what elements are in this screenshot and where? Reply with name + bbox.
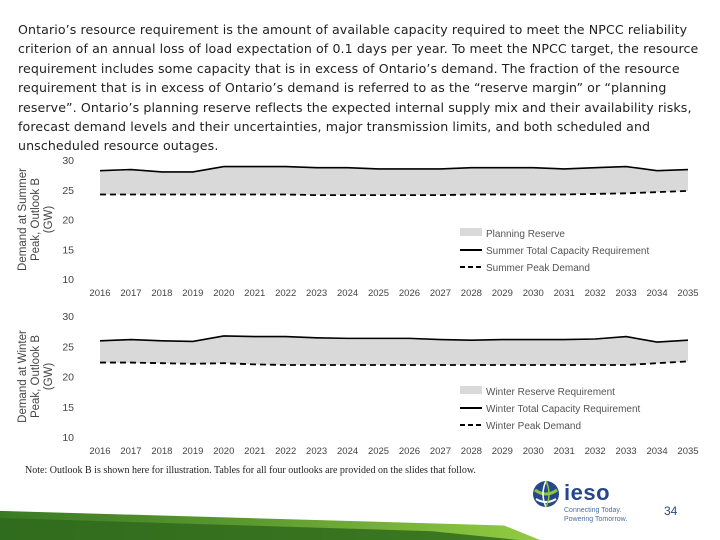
y-axis-title-line-1: Demand at Summer [17,168,29,271]
y-tick-label: 15 [62,244,74,256]
y-axis-title-line-2: Peak, Outlook B [30,335,42,418]
x-tick-label: 2023 [306,288,327,299]
x-tick-label: 2017 [120,446,141,455]
reserve-band-area [100,166,688,196]
chart-legend: Winter Reserve Requirement Winter Total C… [460,386,641,432]
y-tick-label: 10 [62,274,74,286]
x-tick-label: 2018 [151,288,172,299]
y-tick-label: 10 [62,432,74,444]
x-tick-label: 2023 [306,446,327,455]
y-tick-label: 15 [62,402,74,414]
reserve-band-area [100,335,688,366]
y-axis-title-line-3: (GW) [43,363,55,391]
legend-label: Winter Total Capacity Requirement [486,404,641,415]
x-tick-label: 2033 [616,288,637,299]
total-capacity-line [99,165,689,173]
x-tick-label: 2028 [461,288,482,299]
x-tick-label: 2031 [554,446,575,455]
x-tick-label: 2016 [89,446,110,455]
legend-swatch-band [460,228,482,236]
total-capacity-line [99,335,689,343]
peak-demand-line [100,360,689,366]
y-tick-label: 25 [62,185,74,197]
y-axis-title-line-2: Peak, Outlook B [30,178,42,261]
legend-label: Planning Reserve [486,229,565,240]
logo-tagline-1: Connecting Today. [564,507,622,514]
x-tick-label: 2021 [244,446,265,455]
x-tick-label: 2024 [337,446,358,455]
logo-tagline-2: Powering Tomorrow. [564,516,628,523]
legend-swatch-band [460,386,482,394]
y-tick-label: 20 [62,372,74,384]
x-tick-label: 2019 [182,446,203,455]
summer-demand-chart: Demand at Summer Peak, Outlook B (GW) 10 15 2… [17,155,699,299]
x-tick-label: 2026 [399,446,420,455]
x-tick-label: 2034 [646,288,667,299]
chart-legend: Planning Reserve Summer Total Capacity Re… [460,228,649,274]
x-tick-label: 2035 [677,288,698,299]
x-tick-label: 2032 [585,288,606,299]
y-axis-title-line-1: Demand at Winter [17,330,29,423]
x-tick-label: 2020 [213,288,234,299]
x-tick-label: 2035 [677,446,698,455]
x-tick-label: 2025 [368,446,389,455]
x-tick-label: 2022 [275,446,296,455]
peak-demand-line [100,190,689,197]
legend-label: Summer Total Capacity Requirement [486,246,649,257]
y-tick-label: 30 [62,155,74,167]
x-tick-label: 2028 [461,446,482,455]
x-tick-label: 2034 [646,446,667,455]
y-axis-title-line-3: (GW) [43,206,55,234]
x-tick-label: 2026 [399,288,420,299]
ieso-logo: ieso Connecting Today. Powering Tomorrow… [530,478,640,528]
x-tick-label: 2022 [275,288,296,299]
y-tick-label: 25 [62,341,74,353]
x-tick-label: 2021 [244,288,265,299]
x-tick-label: 2027 [430,288,451,299]
footnote: Note: Outlook B is shown here for illust… [25,465,476,476]
legend-label: Winter Peak Demand [486,421,581,432]
x-tick-label: 2030 [523,446,544,455]
winter-demand-chart: Demand at Winter Peak, Outlook B (GW) 10 15 2… [17,311,699,455]
x-tick-label: 2017 [120,288,141,299]
legend-label: Summer Peak Demand [486,263,590,274]
x-tick-label: 2020 [213,446,234,455]
x-tick-label: 2032 [585,446,606,455]
x-tick-label: 2029 [492,446,513,455]
y-tick-label: 20 [62,215,74,227]
x-tick-label: 2029 [492,288,513,299]
legend-label: Winter Reserve Requirement [486,387,615,398]
globe-icon [533,480,559,508]
x-tick-label: 2018 [151,446,172,455]
y-tick-label: 30 [62,311,74,323]
x-tick-label: 2027 [430,446,451,455]
x-tick-label: 2024 [337,288,358,299]
x-tick-label: 2031 [554,288,575,299]
page-number: 34 [664,504,678,518]
x-tick-label: 2030 [523,288,544,299]
x-tick-label: 2019 [182,288,203,299]
x-tick-label: 2025 [368,288,389,299]
x-tick-label: 2016 [89,288,110,299]
intro-paragraph: Ontario’s resource requirement is the am… [18,22,699,154]
x-tick-label: 2033 [616,446,637,455]
logo-wordmark: ieso [564,480,611,505]
